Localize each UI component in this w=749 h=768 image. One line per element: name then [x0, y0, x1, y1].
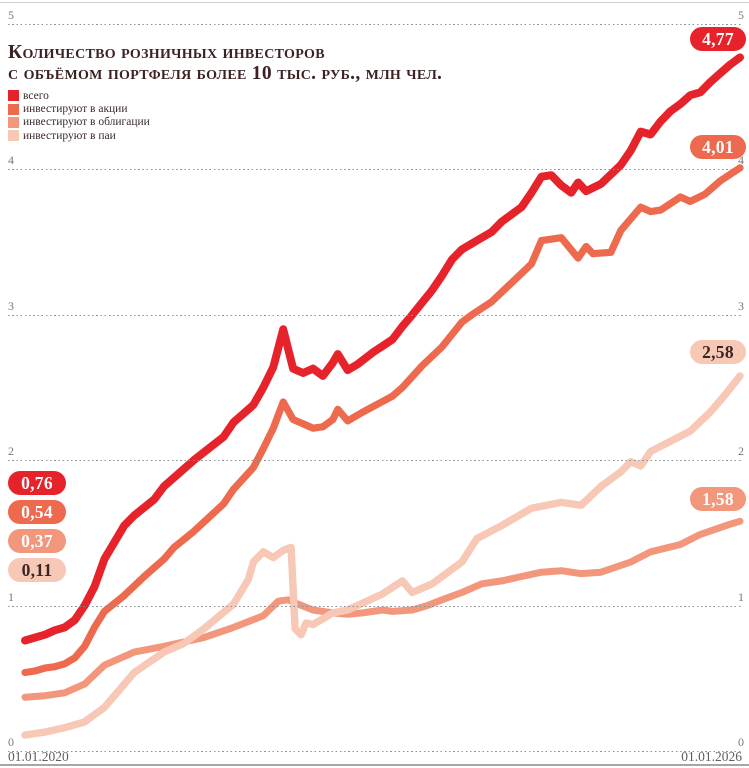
y-tick-label-left-5: 5 [8, 8, 14, 22]
bottom-border-rule [0, 764, 749, 766]
y-tick-label-right-2: 2 [738, 444, 744, 459]
gridline-y-5 [8, 24, 742, 25]
legend-swatch-icon [8, 103, 19, 115]
start-value-badge-0,11: 0,11 [8, 558, 66, 582]
y-tick-label-right-1: 1 [738, 589, 744, 604]
legend-item-3: инвестируют в паи [8, 129, 150, 142]
legend-item-2: инвестируют в облигации [8, 116, 150, 129]
x-axis-end-date: 01.01.2026 [681, 749, 742, 764]
legend-item-1: инвестируют в акции [8, 102, 150, 115]
start-value-badge-0,54: 0,54 [8, 500, 66, 524]
gridline-y-3 [8, 314, 742, 316]
series-line-obligacii [21, 517, 744, 701]
y-tick-label-right-0: 0 [738, 735, 744, 749]
y-tick-label-left-3: 3 [8, 298, 14, 313]
series-line-vsego [21, 53, 744, 645]
x-axis-start-date: 01.01.2020 [8, 749, 69, 764]
chart-title-line2: с объёмом портфеля более 10 тыс. руб., м… [8, 63, 443, 84]
y-tick-label-left-2: 2 [8, 444, 14, 459]
y-tick-label-right-3: 3 [738, 298, 744, 313]
legend-swatch-icon [8, 90, 19, 102]
y-tick-label-left-0: 0 [8, 735, 14, 749]
legend: всего инвестируют в акции инвестируют в об… [8, 89, 150, 143]
start-value-badge-0,76: 0,76 [8, 471, 66, 495]
y-tick-label-right-5: 5 [738, 8, 744, 22]
legend-swatch-icon [8, 116, 19, 128]
legend-label: инвестируют в акции [23, 103, 128, 116]
series-line-pai [21, 372, 744, 739]
chart-title: Количество розничных инвесторов с объёмо… [8, 42, 442, 84]
start-value-badge-0,37: 0,37 [8, 529, 66, 553]
end-value-badge-4,01: 4,01 [690, 135, 746, 159]
legend-swatch-icon [8, 130, 19, 142]
end-value-badge-1,58: 1,58 [690, 487, 746, 511]
gridline-y-1 [8, 605, 742, 607]
series-line-akcii [21, 164, 744, 677]
legend-label: всего [23, 89, 49, 102]
legend-item-0: всего [8, 89, 150, 102]
top-border-rule [0, 2, 749, 3]
gridline-y-0 [8, 751, 742, 752]
end-value-badge-4,77: 4,77 [690, 27, 746, 51]
gridline-y-2 [8, 460, 742, 462]
chart-title-line1: Количество розничных инвесторов [8, 42, 325, 63]
end-value-badge-2,58: 2,58 [690, 340, 746, 364]
y-tick-label-left-1: 1 [8, 589, 14, 604]
gridline-y-4 [8, 169, 742, 171]
legend-label: инвестируют в паи [23, 129, 116, 142]
y-tick-label-right-4: 4 [738, 153, 744, 168]
legend-label: инвестируют в облигации [23, 116, 150, 129]
y-tick-label-left-4: 4 [8, 153, 14, 168]
